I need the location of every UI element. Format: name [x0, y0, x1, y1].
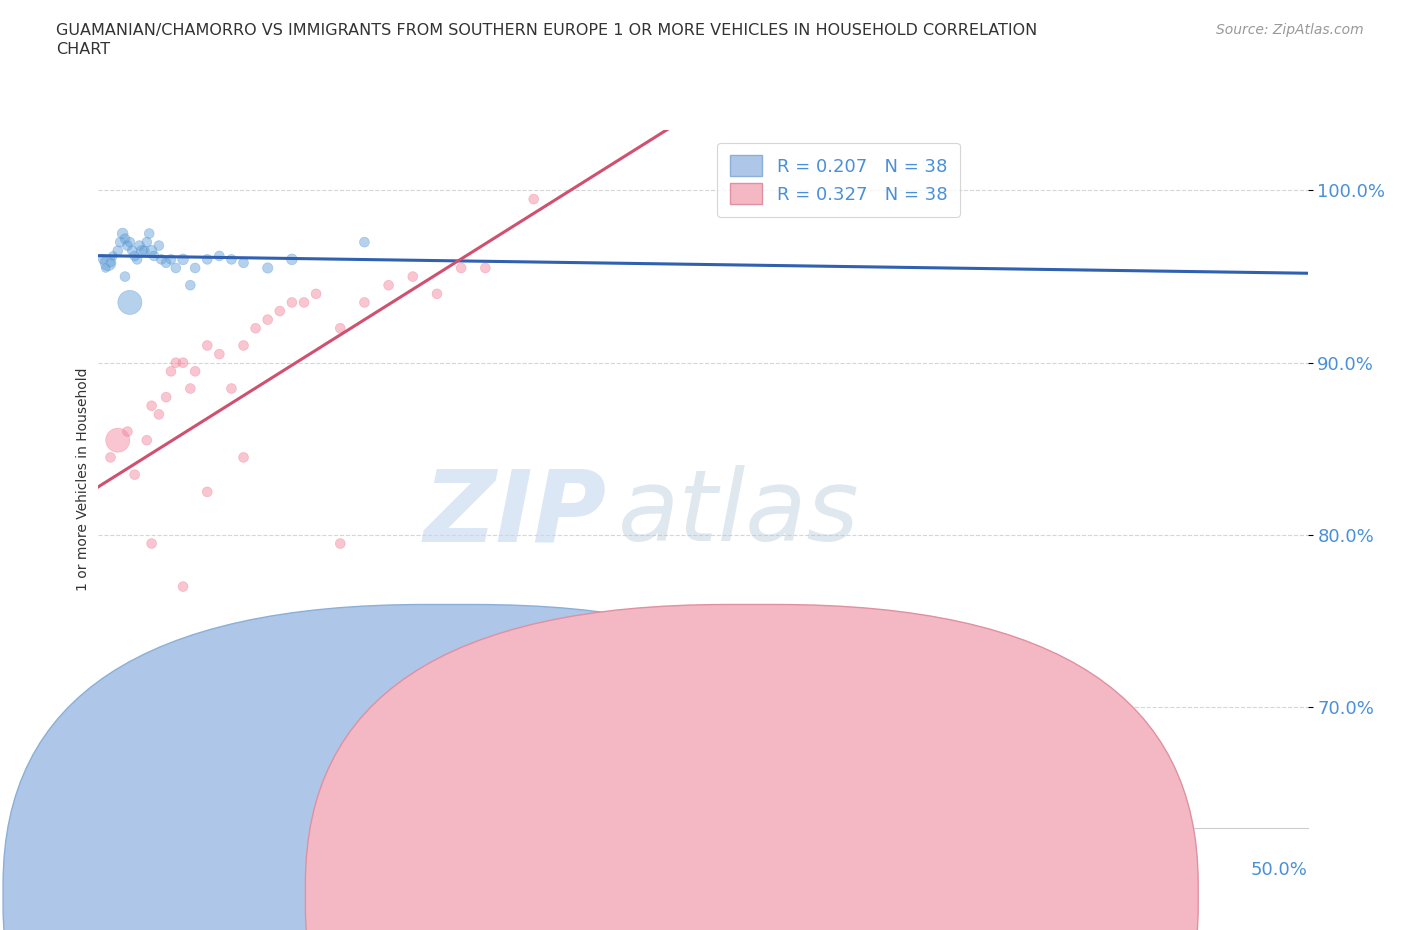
Point [232, 338, 254, 352]
Point [131, 244, 153, 259]
Point [221, 622, 243, 637]
Text: CHART: CHART [56, 42, 110, 57]
Point [124, 467, 146, 482]
Point [160, 252, 183, 267]
Point [127, 252, 149, 267]
Point [172, 579, 194, 594]
Point [172, 355, 194, 370]
Point [121, 244, 143, 259]
Text: Immigrants from Southern Europe: Immigrants from Southern Europe [776, 888, 1036, 903]
Point [353, 234, 375, 249]
Point [117, 238, 139, 253]
Text: Guamanians/Chamorros: Guamanians/Chamorros [474, 888, 658, 903]
Text: ZIP: ZIP [423, 465, 606, 563]
Point [426, 286, 449, 301]
Point [155, 390, 177, 405]
Point [135, 743, 157, 758]
Point [97, 256, 120, 271]
Point [269, 303, 291, 318]
Point [155, 256, 177, 271]
Point [128, 238, 150, 253]
Point [135, 432, 157, 447]
Point [111, 226, 134, 241]
Point [101, 248, 124, 263]
Point [208, 248, 231, 263]
Point [195, 252, 218, 267]
Text: Source: ZipAtlas.com: Source: ZipAtlas.com [1216, 23, 1364, 37]
Point [221, 252, 243, 267]
Point [143, 248, 166, 263]
Point [179, 381, 201, 396]
Text: 50.0%: 50.0% [1251, 860, 1308, 879]
Point [107, 244, 129, 259]
Point [256, 312, 278, 327]
Point [377, 278, 399, 293]
Y-axis label: 1 or more Vehicles in Household: 1 or more Vehicles in Household [76, 367, 90, 591]
Point [107, 432, 129, 447]
Point [184, 260, 207, 275]
Point [474, 260, 496, 275]
Point [208, 347, 231, 362]
Point [114, 232, 136, 246]
Point [450, 260, 472, 275]
Point [292, 295, 315, 310]
Point [179, 278, 201, 293]
Point [118, 295, 141, 310]
Point [172, 252, 194, 267]
Point [195, 485, 218, 499]
Point [118, 234, 141, 249]
Point [165, 260, 187, 275]
Point [124, 248, 146, 263]
Point [184, 364, 207, 379]
Point [329, 536, 352, 551]
Point [165, 355, 187, 370]
Point [281, 295, 304, 310]
Point [114, 269, 136, 284]
Point [160, 364, 183, 379]
Point [402, 269, 425, 284]
Point [305, 286, 328, 301]
Text: GUAMANIAN/CHAMORRO VS IMMIGRANTS FROM SOUTHERN EUROPE 1 OR MORE VEHICLES IN HOUS: GUAMANIAN/CHAMORRO VS IMMIGRANTS FROM SO… [56, 23, 1038, 38]
Point [353, 295, 375, 310]
Point [245, 321, 267, 336]
Point [148, 238, 170, 253]
Legend: R = 0.207   N = 38, R = 0.327   N = 38: R = 0.207 N = 38, R = 0.327 N = 38 [717, 142, 960, 217]
Point [141, 536, 163, 551]
Point [100, 450, 122, 465]
Point [232, 256, 254, 271]
Point [523, 192, 546, 206]
Point [138, 226, 160, 241]
Point [100, 256, 122, 271]
Point [91, 252, 114, 267]
Point [94, 260, 117, 275]
Point [195, 338, 218, 352]
Point [150, 252, 173, 267]
Point [281, 252, 304, 267]
Text: 0.0%: 0.0% [98, 860, 143, 879]
Point [221, 381, 243, 396]
Point [135, 234, 157, 249]
Point [141, 244, 163, 259]
Point [108, 234, 131, 249]
Text: atlas: atlas [619, 465, 860, 563]
Point [148, 407, 170, 422]
Point [134, 244, 156, 259]
Point [329, 321, 352, 336]
Point [256, 260, 278, 275]
Point [141, 398, 163, 413]
Point [117, 424, 139, 439]
Point [232, 450, 254, 465]
